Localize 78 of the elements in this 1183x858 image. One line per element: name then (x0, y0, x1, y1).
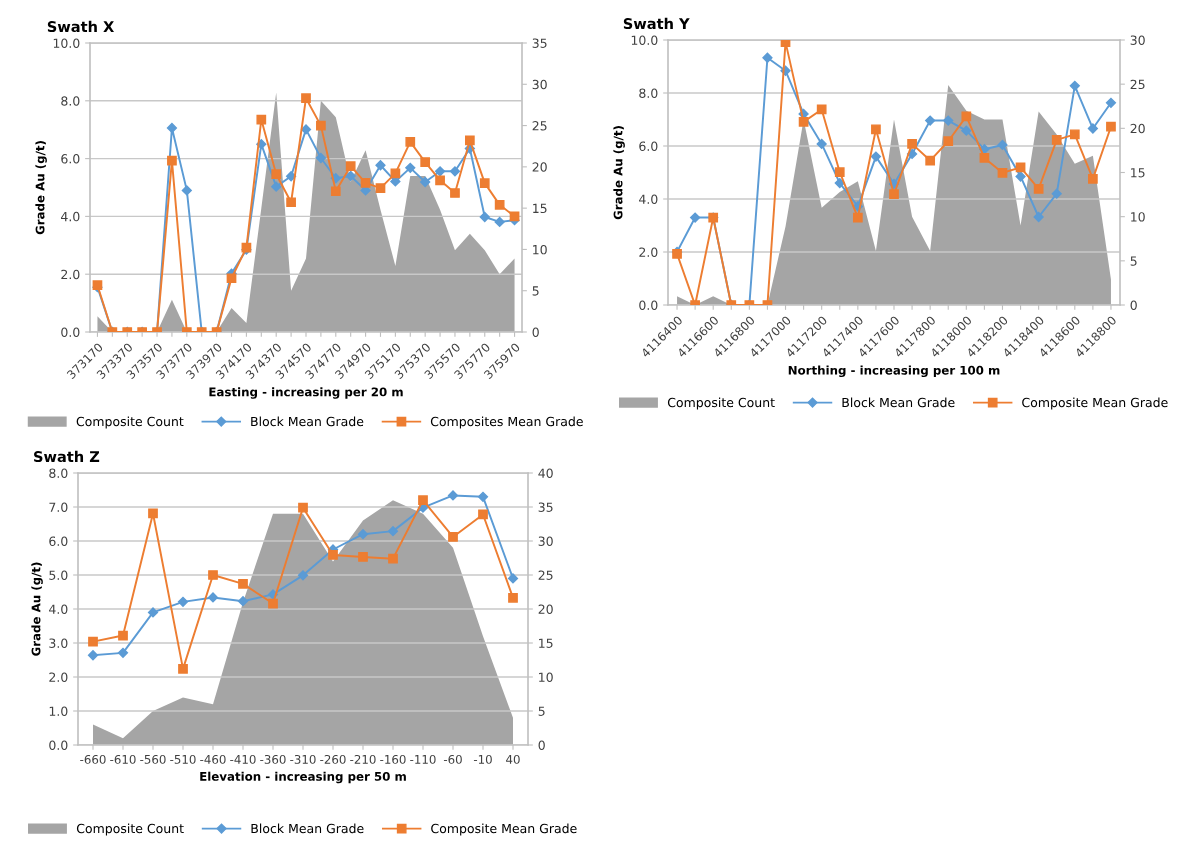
x-tick-label: -610 (110, 754, 136, 764)
y-tick-label: 8.0 (49, 468, 68, 478)
y-tick-label: 10.0 (53, 38, 80, 48)
x-tick-label: -260 (320, 754, 346, 764)
y2-tick-label: 5 (538, 706, 545, 716)
legend-label: Block Mean Grade (251, 823, 364, 834)
y2-tick-label: 20 (532, 162, 547, 172)
y-tick-label: 6.0 (49, 536, 68, 546)
x-tick-label: -560 (140, 754, 166, 764)
y2-tick-label: 5 (532, 286, 539, 296)
y2-tick-label: 15 (1131, 168, 1145, 178)
y-axis-title: Grade Au (g/t) (613, 126, 625, 220)
y2-tick-label: 20 (1130, 123, 1145, 134)
y-tick-label: 5.0 (49, 570, 68, 580)
x-tick-label: -60 (443, 754, 462, 764)
x-axis-title: Elevation - increasing per 50 m (200, 771, 406, 784)
y-tick-label: 3.0 (49, 638, 68, 648)
x-tick-label: 40 (506, 754, 520, 764)
x-tick-label: -360 (260, 754, 286, 764)
x-tick-label: -210 (350, 754, 376, 764)
y2-tick-label: 10 (539, 672, 553, 682)
y2-tick-label: 15 (539, 638, 553, 648)
y-tick-label: 4.0 (49, 604, 68, 614)
chart-title: Swath Y (623, 17, 690, 30)
y2-tick-label: 40 (538, 468, 553, 478)
y-tick-label: 2.0 (639, 247, 658, 257)
y2-tick-label: 5 (1130, 256, 1137, 266)
y-tick-label: 7.0 (49, 502, 68, 512)
x-tick-label: -460 (200, 754, 226, 764)
y2-tick-label: 25 (532, 121, 547, 131)
x-tick-label: -10 (473, 754, 492, 764)
y2-tick-label: 0 (532, 327, 539, 337)
y-tick-label: 4.0 (639, 194, 658, 204)
x-axis-title: Northing - increasing per 100 m (788, 365, 1000, 378)
y-tick-label: 2.0 (61, 269, 80, 280)
y-axis-title: Grade Au (g/t) (31, 562, 43, 656)
legend-label: Composites Mean Grade (430, 416, 583, 429)
y-tick-label: 6.0 (639, 141, 658, 151)
legend-label: Block Mean Grade (842, 397, 955, 408)
y2-tick-label: 0 (1130, 300, 1137, 310)
y2-tick-label: 30 (532, 79, 547, 90)
y2-tick-label: 30 (1130, 35, 1145, 45)
y-tick-label: 1.0 (49, 706, 68, 716)
y2-tick-label: 10 (533, 244, 547, 255)
x-tick-label: -510 (170, 754, 196, 764)
chart-title: Swath X (47, 20, 114, 33)
y-tick-label: 0.0 (639, 300, 658, 310)
y2-tick-label: 20 (538, 604, 553, 614)
y2-tick-label: 10 (1131, 212, 1145, 222)
y-tick-label: 8.0 (61, 96, 80, 106)
x-tick-label: -410 (230, 754, 256, 764)
x-tick-label: -160 (380, 754, 406, 764)
legend-label: Composite Count (76, 416, 184, 429)
y-tick-label: 4.0 (61, 211, 80, 222)
y2-tick-label: 35 (532, 38, 547, 48)
y2-tick-label: 30 (538, 536, 553, 546)
y-tick-label: 10.0 (631, 35, 658, 45)
chart-title: Swath Z (34, 450, 100, 463)
x-tick-label: -110 (410, 754, 436, 764)
legend-label: Composite Mean Grade (1022, 397, 1168, 410)
y2-tick-label: 25 (1130, 79, 1145, 90)
legend-label: Composite Count (667, 397, 775, 410)
y2-tick-label: 15 (533, 203, 547, 214)
y-tick-label: 2.0 (49, 672, 68, 682)
legend-label: Composite Count (76, 823, 184, 836)
y2-tick-label: 35 (538, 502, 553, 512)
y-axis-title: Grade Au (g/t) (35, 141, 47, 235)
x-axis-title: Easting - increasing per 20 m (209, 387, 403, 399)
legend-label: Block Mean Grade (251, 416, 364, 427)
x-tick-label: -310 (290, 754, 316, 764)
legend-label: Composite Mean Grade (431, 823, 577, 836)
y2-tick-label: 25 (538, 570, 553, 580)
y-tick-label: 0.0 (61, 327, 80, 337)
y2-tick-label: 0 (538, 740, 545, 750)
x-tick-label: -660 (80, 754, 106, 764)
y-tick-label: 8.0 (639, 88, 658, 98)
y-tick-label: 6.0 (61, 154, 80, 164)
y-tick-label: 0.0 (49, 740, 68, 750)
